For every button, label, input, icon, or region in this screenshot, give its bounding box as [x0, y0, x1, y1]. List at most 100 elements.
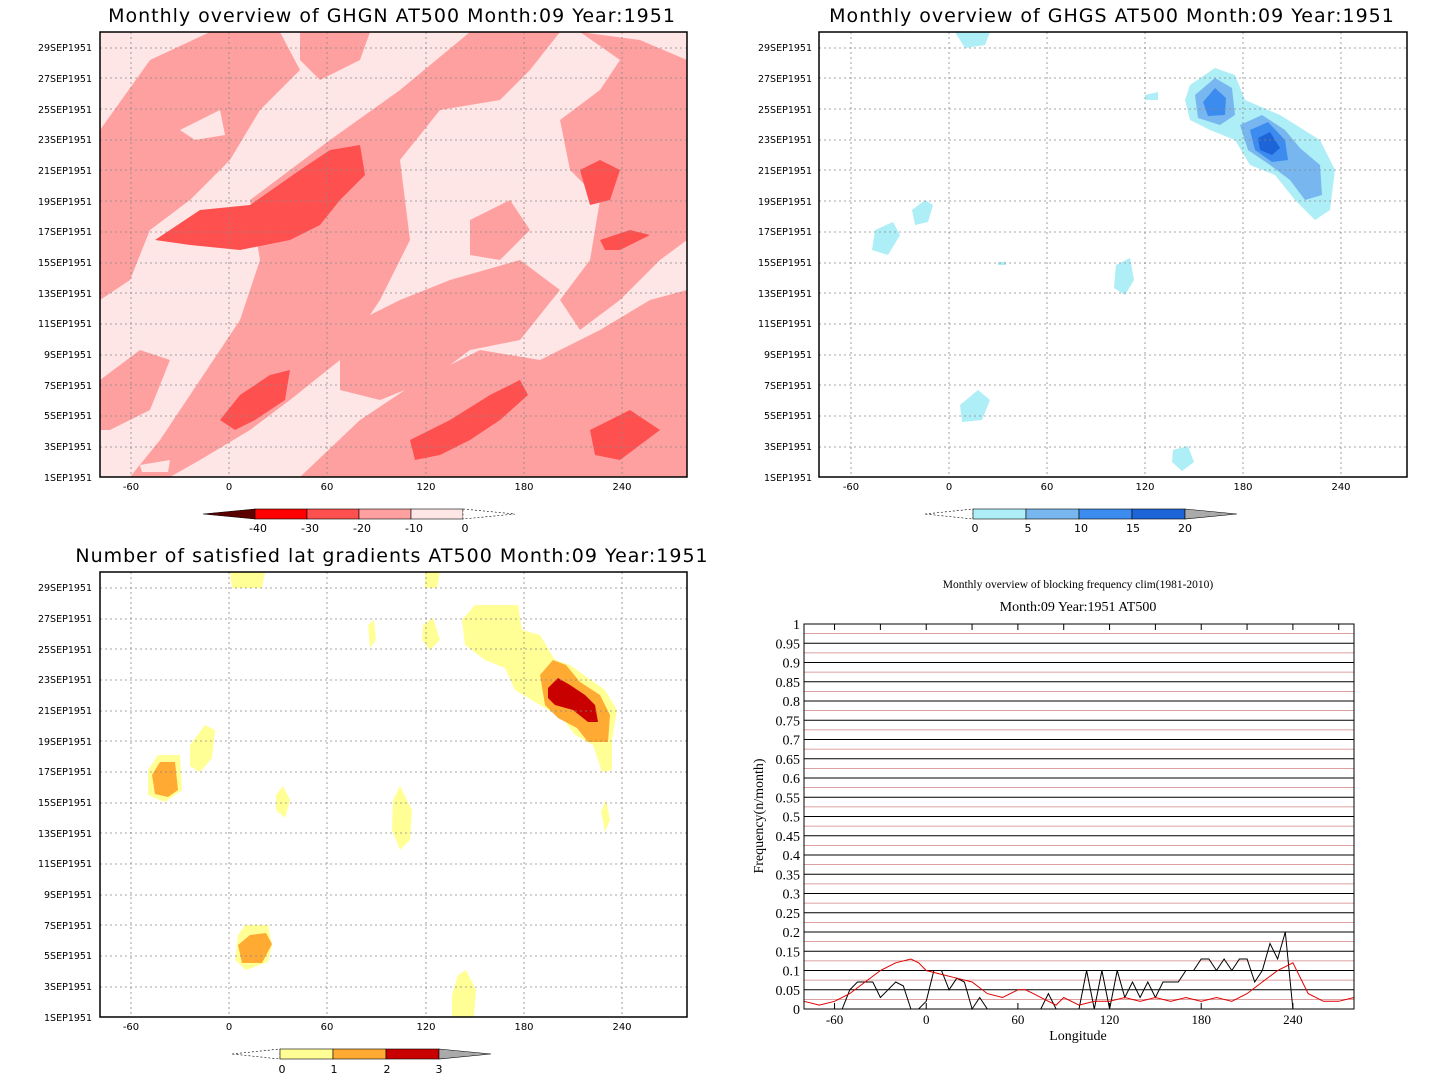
- ghgn-contour-field: [100, 32, 687, 477]
- chart-lat-gradients-title: Number of satisfied lat gradients AT500 …: [75, 545, 708, 567]
- ghgn-x-ticks: -60 0 60 120 180 240: [123, 482, 632, 493]
- colorbar-label: 20: [1178, 522, 1192, 535]
- y-tick-label: 5SEP1951: [764, 411, 812, 422]
- chart-ghgn: Monthly overview of GHGN AT500 Month:09 …: [38, 5, 688, 535]
- lat-gradients-colorbar: 0 1 2 3: [231, 1048, 492, 1076]
- colorbar-label: 0: [462, 522, 469, 535]
- y-tick-label: 3SEP1951: [764, 442, 812, 453]
- y-tick-label: 0.7: [783, 734, 801, 749]
- y-tick-label: 25SEP1951: [38, 105, 92, 116]
- chart-ghgs-title: Monthly overview of GHGS AT500 Month:09 …: [829, 5, 1395, 27]
- y-tick-label: 3SEP1951: [44, 982, 92, 993]
- x-tick-label: 0: [923, 1012, 930, 1027]
- y-tick-label: 29SEP1951: [38, 583, 92, 594]
- y-tick-label: 13SEP1951: [38, 289, 92, 300]
- y-tick-label: 21SEP1951: [758, 166, 812, 177]
- blocking-x-ticks: -60 0 60 120 180 240: [826, 1012, 1303, 1027]
- blocking-ylabel: Frequency(n/month): [752, 758, 767, 873]
- colorbar-label: 2: [384, 1063, 391, 1076]
- colorbar-cell: [1131, 508, 1186, 520]
- y-tick-label: 27SEP1951: [38, 74, 92, 85]
- x-tick-label: 0: [226, 1022, 232, 1033]
- colorbar-cell: [385, 1048, 440, 1060]
- x-tick-label: 120: [416, 482, 435, 493]
- y-tick-label: 25SEP1951: [38, 645, 92, 656]
- y-tick-label: 0.2: [783, 926, 801, 941]
- colorbar-label: 3: [436, 1063, 443, 1076]
- x-tick-label: -60: [843, 482, 859, 493]
- x-tick-label: -60: [123, 482, 139, 493]
- lat-gradients-x-ticks: -60 0 60 120 180 240: [123, 1022, 632, 1033]
- y-tick-label: 0.4: [783, 849, 801, 864]
- y-tick-label: 5SEP1951: [44, 951, 92, 962]
- y-tick-label: 11SEP1951: [38, 319, 92, 330]
- y-tick-label: 0.8: [783, 695, 801, 710]
- y-tick-label: 13SEP1951: [758, 289, 812, 300]
- ghgn-frame: [99, 31, 688, 478]
- y-tick-label: 1SEP1951: [44, 473, 92, 484]
- colorbar-label: 0: [279, 1063, 286, 1076]
- y-tick-label: 0.85: [776, 676, 801, 691]
- y-tick-label: 0.9: [783, 657, 801, 672]
- y-tick-label: 1SEP1951: [764, 473, 812, 484]
- colorbar-label: -10: [405, 522, 423, 535]
- ghgn-band-minus10: [100, 32, 687, 477]
- x-tick-label: 180: [514, 1022, 533, 1033]
- y-tick-label: 0: [793, 1003, 800, 1018]
- colorbar-label: 10: [1074, 522, 1088, 535]
- chart-blocking-frequency: Monthly overview of blocking frequency c…: [752, 579, 1355, 1044]
- x-tick-label: 240: [1283, 1012, 1303, 1027]
- colorbar-cell: [332, 1048, 387, 1060]
- lat-gradients-grid: [100, 572, 687, 1017]
- x-tick-label: 120: [416, 1022, 435, 1033]
- ghgs-y-ticks: 1SEP1951 3SEP1951 5SEP1951 7SEP1951 9SEP…: [758, 43, 812, 484]
- y-tick-label: 0.35: [776, 868, 801, 883]
- y-tick-label: 0.3: [783, 888, 801, 903]
- y-tick-label: 17SEP1951: [38, 227, 92, 238]
- y-tick-label: 9SEP1951: [44, 890, 92, 901]
- x-tick-label: 180: [1233, 482, 1252, 493]
- y-tick-label: 21SEP1951: [38, 166, 92, 177]
- y-tick-label: 23SEP1951: [758, 135, 812, 146]
- chart-blocking-subtitle: Month:09 Year:1951 AT500: [1000, 600, 1157, 615]
- x-tick-label: 120: [1100, 1012, 1120, 1027]
- y-tick-label: 0.05: [776, 984, 801, 999]
- y-tick-label: 0.75: [776, 714, 801, 729]
- y-tick-label: 11SEP1951: [758, 319, 812, 330]
- y-tick-label: 19SEP1951: [38, 737, 92, 748]
- y-tick-label: 29SEP1951: [38, 43, 92, 54]
- x-tick-label: 240: [612, 482, 631, 493]
- y-tick-label: 0.45: [776, 830, 801, 845]
- chart-ghgn-title: Monthly overview of GHGN AT500 Month:09 …: [108, 5, 676, 27]
- y-tick-label: 0.5: [783, 811, 801, 826]
- y-tick-label: 0.55: [776, 791, 801, 806]
- y-tick-label: 0.95: [776, 637, 801, 652]
- series-line-1: [803, 958, 1355, 1006]
- y-tick-label: 17SEP1951: [38, 767, 92, 778]
- ghgs-frame: [818, 31, 1408, 478]
- lat-gradients-field: [100, 572, 687, 1017]
- x-tick-label: 60: [321, 482, 334, 493]
- colorbar-cell: [306, 508, 360, 520]
- x-tick-label: 180: [514, 482, 533, 493]
- ghgn-band-zero-gaps: [140, 45, 610, 472]
- chart-lat-gradients: Number of satisfied lat gradients AT500 …: [38, 545, 708, 1076]
- y-tick-label: 0.15: [776, 945, 801, 960]
- blocking-grid: [804, 623, 1354, 1010]
- x-tick-label: -60: [123, 1022, 139, 1033]
- colorbar-cell: [231, 1048, 281, 1060]
- y-tick-label: 1: [793, 618, 800, 633]
- y-tick-label: 3SEP1951: [44, 442, 92, 453]
- ghgn-band-minus20: [155, 145, 660, 460]
- blocking-xlabel: Longitude: [1049, 1029, 1107, 1044]
- x-tick-label: 60: [1011, 1012, 1024, 1027]
- colorbar-cell: [254, 508, 308, 520]
- colorbar-cell: [462, 508, 516, 520]
- y-tick-label: 19SEP1951: [758, 197, 812, 208]
- y-tick-label: 0.65: [776, 753, 801, 768]
- y-tick-label: 15SEP1951: [38, 798, 92, 809]
- y-tick-label: 29SEP1951: [758, 43, 812, 54]
- y-tick-label: 1SEP1951: [44, 1013, 92, 1024]
- y-tick-label: 9SEP1951: [44, 350, 92, 361]
